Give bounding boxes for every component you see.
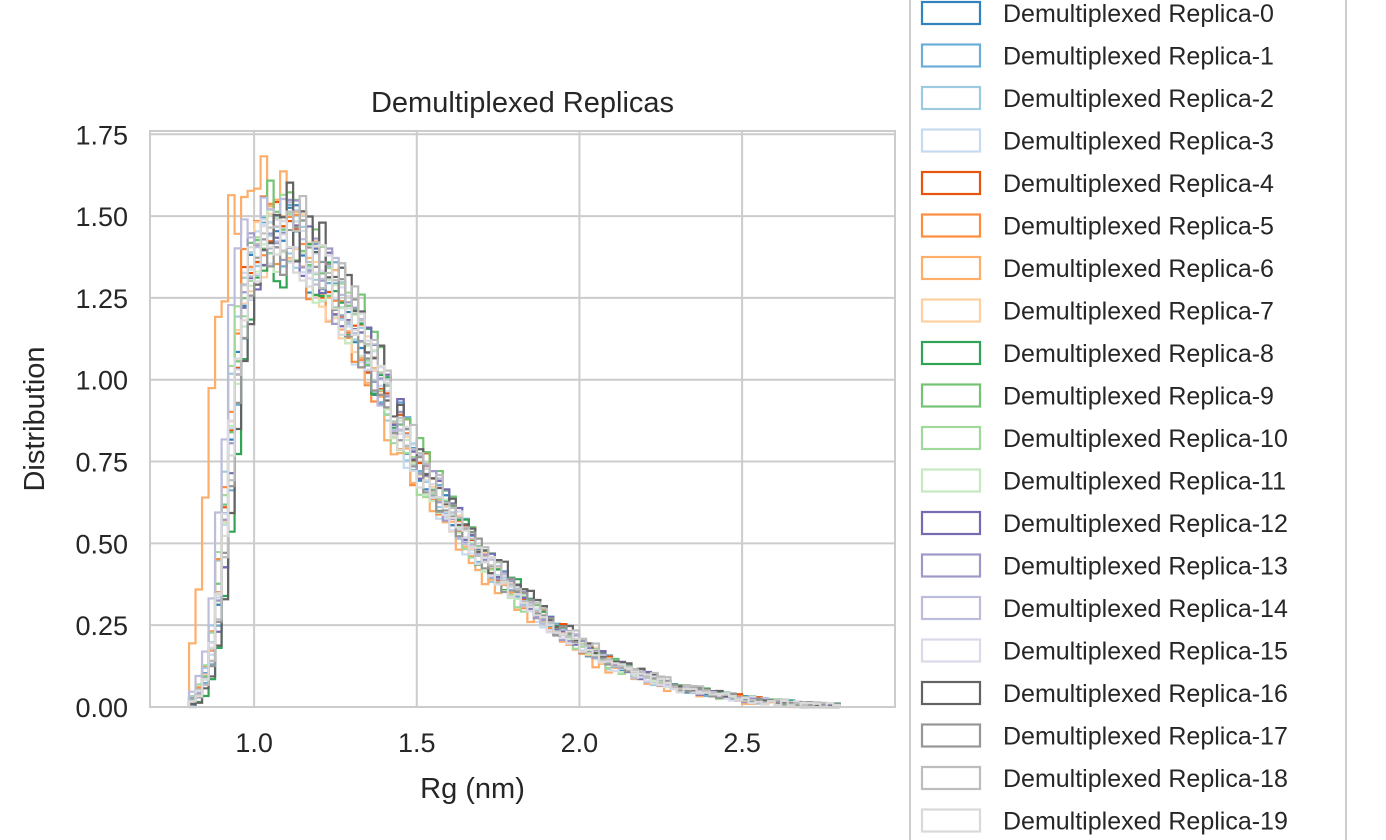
y-tick-label: 0.25 xyxy=(75,611,128,641)
legend-swatch-18 xyxy=(920,765,982,791)
legend-swatch-11 xyxy=(920,468,982,493)
legend-label-4: Demultiplexed Replica-4 xyxy=(1003,170,1274,198)
legend-swatch-2 xyxy=(920,85,982,111)
legend-swatch-14 xyxy=(920,595,982,621)
y-tick-label: 1.50 xyxy=(75,202,128,232)
legend-swatch-3 xyxy=(920,128,982,153)
series-line-19 xyxy=(187,218,841,709)
legend-label-19: Demultiplexed Replica-19 xyxy=(1003,808,1288,836)
legend-label-5: Demultiplexed Replica-5 xyxy=(1003,213,1274,241)
y-tick-label: 1.75 xyxy=(75,120,128,150)
legend-swatch-9 xyxy=(920,383,982,408)
x-tick-label: 2.5 xyxy=(723,728,761,758)
legend-label-13: Demultiplexed Replica-13 xyxy=(1003,553,1288,581)
legend-swatch-1 xyxy=(920,43,982,68)
legend-swatch-8 xyxy=(920,340,982,366)
x-tick-label: 1.0 xyxy=(235,728,273,758)
legend-swatch-12 xyxy=(920,510,982,536)
legend-label-14: Demultiplexed Replica-14 xyxy=(1003,595,1288,623)
legend-swatch-16 xyxy=(920,680,982,706)
legend-label-1: Demultiplexed Replica-1 xyxy=(1003,43,1274,71)
x-tick-labels: 1.0 1.5 2.0 2.5 xyxy=(235,728,761,758)
legend: Demultiplexed Replica-0 Demultiplexed Rep… xyxy=(909,0,1347,840)
legend-label-0: Demultiplexed Replica-0 xyxy=(1003,0,1274,28)
legend-label-18: Demultiplexed Replica-18 xyxy=(1003,765,1288,793)
legend-label-11: Demultiplexed Replica-11 xyxy=(1003,468,1286,496)
y-tick-label: 1.25 xyxy=(75,284,128,314)
legend-swatch-7 xyxy=(920,298,982,323)
chart-title: Demultiplexed Replicas xyxy=(371,87,674,119)
y-tick-labels: 0.00 0.25 0.50 0.75 1.00 1.25 1.50 1.75 xyxy=(75,120,128,723)
legend-frame xyxy=(909,0,1347,840)
y-tick-label: 0.75 xyxy=(75,448,128,478)
legend-label-3: Demultiplexed Replica-3 xyxy=(1003,128,1274,156)
y-tick-label: 0.00 xyxy=(75,693,128,723)
legend-label-2: Demultiplexed Replica-2 xyxy=(1003,85,1274,113)
legend-label-9: Demultiplexed Replica-9 xyxy=(1003,383,1274,411)
legend-swatch-10 xyxy=(920,425,982,451)
legend-swatch-13 xyxy=(920,553,982,578)
x-axis-label: Rg (nm) xyxy=(420,773,525,805)
legend-swatch-5 xyxy=(920,213,982,238)
series-group xyxy=(187,155,841,709)
legend-swatch-0 xyxy=(920,0,982,26)
legend-swatch-6 xyxy=(920,255,982,281)
legend-swatch-15 xyxy=(920,638,982,663)
legend-label-6: Demultiplexed Replica-6 xyxy=(1003,255,1274,283)
x-tick-label: 2.0 xyxy=(561,728,599,758)
legend-label-12: Demultiplexed Replica-12 xyxy=(1003,510,1288,538)
y-tick-label: 1.00 xyxy=(75,366,128,396)
legend-label-15: Demultiplexed Replica-15 xyxy=(1003,638,1288,666)
legend-label-7: Demultiplexed Replica-7 xyxy=(1003,298,1274,326)
legend-label-10: Demultiplexed Replica-10 xyxy=(1003,425,1288,453)
legend-swatch-4 xyxy=(920,170,982,196)
x-tick-label: 1.5 xyxy=(398,728,436,758)
y-tick-label: 0.50 xyxy=(75,529,128,559)
plot-frame xyxy=(149,130,896,708)
legend-swatch-19 xyxy=(920,808,982,833)
legend-label-16: Demultiplexed Replica-16 xyxy=(1003,680,1288,708)
y-axis-label: Distribution xyxy=(19,346,51,491)
legend-label-8: Demultiplexed Replica-8 xyxy=(1003,340,1274,368)
legend-label-17: Demultiplexed Replica-17 xyxy=(1003,723,1288,751)
legend-swatch-17 xyxy=(920,723,982,748)
